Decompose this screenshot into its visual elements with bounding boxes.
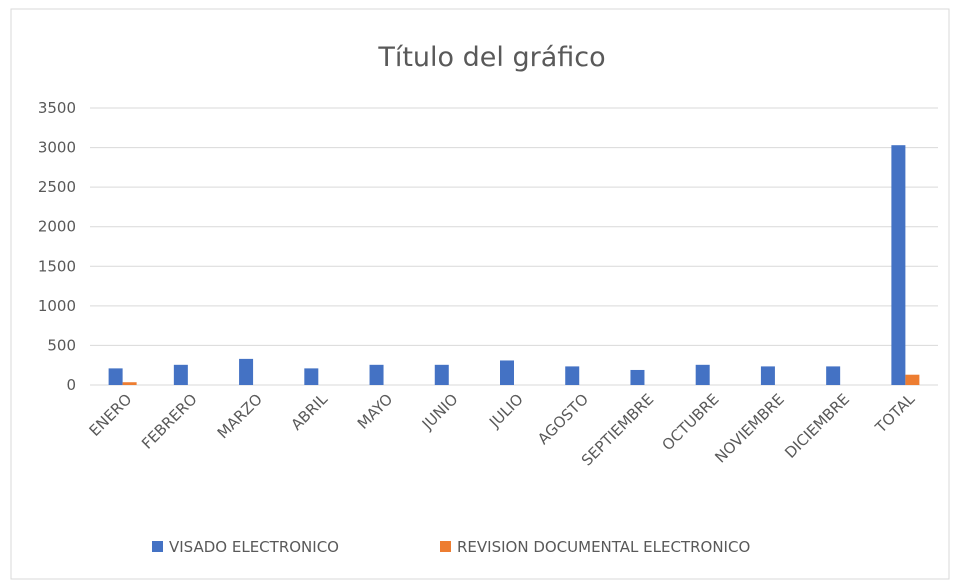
bar-julio-visado: [500, 360, 514, 385]
bar-febrero-visado: [173, 364, 188, 385]
bar-junio-visado: [434, 364, 449, 385]
bar-agosto-visado: [565, 366, 580, 385]
bars: [108, 145, 920, 385]
bar-enero-revision: [122, 382, 137, 385]
bar-enero-visado: [108, 368, 123, 385]
bar-total-visado: [891, 145, 906, 385]
y-tick-label: 500: [47, 336, 76, 354]
legend-swatch: [152, 541, 163, 552]
chart-title: Título del gráfico: [377, 42, 605, 73]
legend-swatch: [440, 541, 451, 552]
y-tick-label: 3000: [38, 139, 76, 157]
y-tick-label: 1500: [38, 257, 76, 275]
bar-total-revision: [905, 374, 920, 385]
chart-frame: [10, 8, 950, 580]
bar-octubre-visado: [695, 364, 710, 385]
y-tick-label: 2000: [38, 218, 76, 236]
bar-septiembre-visado: [630, 369, 645, 385]
y-tick-label: 2500: [38, 178, 76, 196]
bar-noviembre-visado: [760, 366, 775, 385]
gridlines: [90, 107, 938, 386]
legend: VISADO ELECTRONICO REVISION DOCUMENTAL EL…: [152, 538, 750, 556]
y-tick-label: 3500: [38, 99, 76, 117]
y-tick-label: 0: [66, 376, 76, 394]
y-tick-label: 1000: [38, 297, 76, 315]
bar-diciembre-visado: [826, 366, 841, 385]
y-axis: 0 500 1000 1500 2000 2500 3000 3500: [38, 99, 76, 394]
bar-abril-visado: [304, 368, 319, 385]
legend-label: VISADO ELECTRONICO: [169, 538, 339, 556]
bar-marzo-visado: [239, 358, 254, 385]
legend-label: REVISION DOCUMENTAL ELECTRONICO: [457, 538, 750, 556]
bar-mayo-visado: [369, 364, 384, 385]
